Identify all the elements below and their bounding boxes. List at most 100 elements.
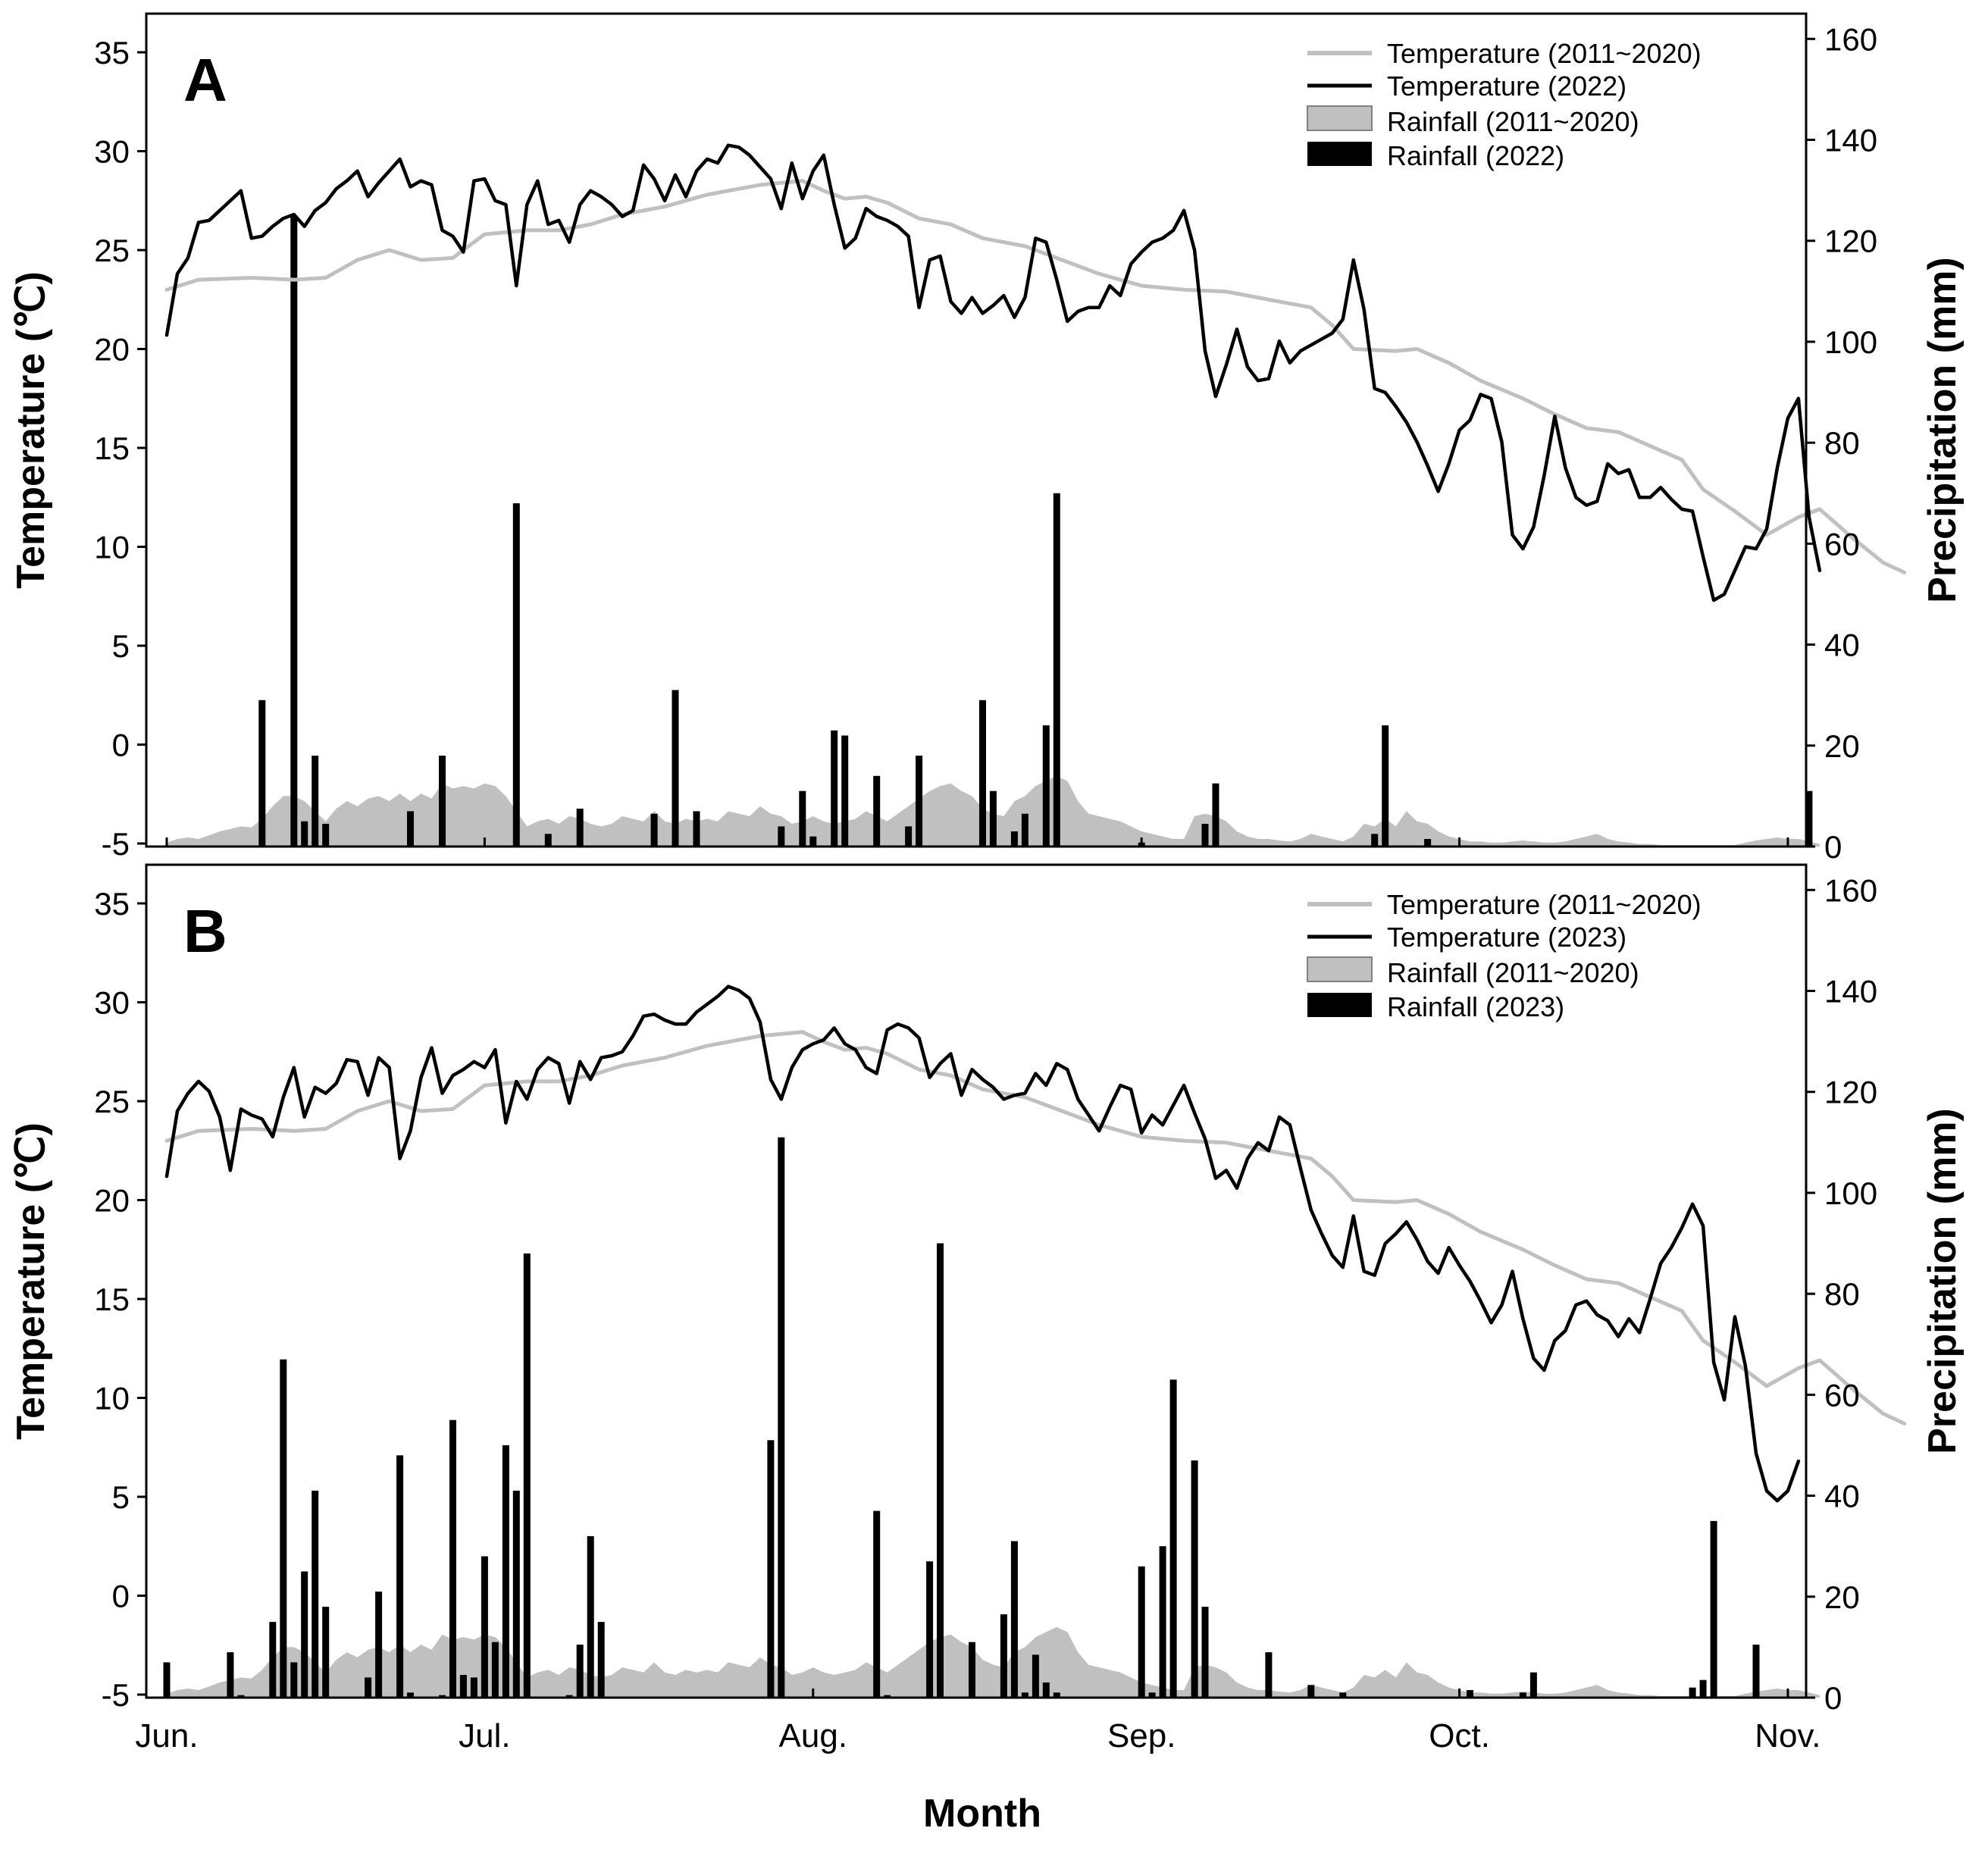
rainfall-bar-6 [439,756,446,847]
legend: Temperature (2011~2020)Temperature (2022… [1307,38,1702,171]
rainfall-bar-3 [312,756,319,847]
rainfall-bar-25 [597,1622,605,1698]
plot-area [146,14,1806,847]
legend-label-3: Rainfall (2023) [1387,991,1564,1022]
legend-label-0: Temperature (2011~2020) [1387,889,1702,920]
rainfall-bar-24 [1021,813,1028,847]
rainfall-bar-54 [1752,1645,1760,1698]
rainfall-bar-26 [1053,493,1060,847]
rainfall-bar-3 [269,1622,277,1698]
rainfall-bar-24 [587,1535,594,1698]
y-tick-label: -5 [102,1677,130,1713]
y-tick-label: 0 [112,728,130,763]
y-tick-label: 20 [94,1183,130,1219]
month-label-aug: Aug. [779,1717,848,1754]
rainfall-bar-27 [778,1137,785,1698]
rainfall-year-bars [163,1137,1760,1698]
rainfall-bar-6 [301,1571,308,1698]
rainfall-bar-52 [1699,1679,1707,1698]
rainfall-bar-1 [227,1652,234,1698]
y2-axis-title: Precipitation (mm) [1921,1108,1965,1454]
rainfall-bar-36 [1032,1654,1039,1698]
rainfall-bar-13 [778,826,785,847]
plot-frame [145,863,1808,1699]
rainfall-bar-41 [1159,1546,1166,1698]
rainfall-bar-29 [884,1695,891,1698]
rainfall-bar-38 [1053,1692,1060,1698]
rainfall-bar-9 [365,1677,372,1698]
rainfall-bar-8 [322,1607,330,1698]
y-tick-label: 15 [94,430,130,466]
month-label-jun: Jun. [135,1717,198,1754]
rainfall-bar-22 [565,1695,573,1698]
y2-tick-label: 160 [1824,872,1877,908]
rainfall-bar-0 [258,700,266,847]
rainfall-bar-0 [163,1662,171,1698]
rainfall-bar-32 [969,1642,975,1698]
rainfall-bar-13 [439,1695,446,1698]
y-tick-label: 35 [94,886,130,922]
y2-tick-label: 40 [1824,1479,1860,1514]
rainfall-bar-21 [979,700,986,847]
y2-tick-label: 20 [1824,728,1860,764]
rainfall-bar-31 [1382,725,1389,847]
rainfall-bar-29 [1212,783,1219,847]
rainfall-bar-32 [1424,839,1432,847]
legend-label-2: Rainfall (2011~2020) [1387,106,1639,137]
temperature-year-line [164,984,1801,1503]
rainfall-bar-16 [831,730,838,847]
rainfall-bar-35 [1021,1692,1028,1698]
y2-tick-label: 120 [1824,224,1877,259]
x-axis-title: Month [923,1792,1041,1836]
legend-swatch-rainfall-normal [1307,105,1373,131]
month-label-jul: Jul. [459,1717,510,1754]
month-label-nov: Nov. [1755,1717,1821,1754]
rainfall-bar-14 [449,1419,456,1698]
y-tick-label: -5 [102,826,130,862]
rainfall-bar-53 [1710,1520,1717,1698]
rainfall-bar-48 [1467,1690,1473,1698]
rainfall-bar-18 [873,775,881,847]
rainfall-bar-26 [767,1440,775,1698]
rainfall-bar-34 [1010,1541,1018,1698]
y-tick-label: 5 [112,628,130,664]
rainfall-bar-5 [407,811,414,847]
rainfall-bar-37 [1042,1682,1050,1698]
rainfall-bar-21 [523,1253,531,1698]
rainfall-bar-10 [650,813,658,847]
rainfall-bar-42 [1169,1379,1177,1698]
rainfall-bar-45 [1265,1652,1273,1698]
rainfall-bar-4 [322,824,330,847]
legend-swatch-rainfall-year [1307,142,1372,166]
rainfall-bar-2 [237,1695,245,1698]
rainfall-bar-7 [312,1490,319,1698]
temperature-normal-line [164,1030,1907,1426]
rainfall-bar-11 [672,690,679,847]
rainfall-bar-11 [396,1455,404,1698]
rainfall-bar-30 [1371,834,1379,847]
rainfall-bar-46 [1307,1685,1315,1698]
y-axis-title: Temperature (℃) [9,271,53,589]
rainfall-bar-2 [301,821,308,847]
plot-frame [145,12,1808,848]
temperature-year-line [164,143,1822,603]
rainfall-bar-49 [1519,1692,1526,1698]
rainfall-bar-50 [1529,1672,1537,1698]
y2-tick-label: 100 [1824,324,1877,360]
rainfall-bar-25 [1042,725,1050,847]
y2-tick-label: 120 [1824,1075,1877,1110]
rainfall-bar-22 [989,790,997,847]
legend-label-3: Rainfall (2022) [1387,140,1564,171]
legend: Temperature (2011~2020)Temperature (2023… [1307,889,1702,1022]
y-tick-label: 25 [94,1084,130,1119]
legend-swatch-rainfall-normal [1307,956,1373,982]
y2-axis-title: Precipitation (mm) [1921,257,1965,603]
rainfall-bar-40 [1148,1692,1156,1698]
rainfall-bar-17 [841,735,849,847]
rainfall-bar-19 [502,1445,509,1698]
y-tick-label: 20 [94,332,130,368]
rainfall-bar-39 [1138,1566,1145,1698]
rainfall-bar-23 [1010,831,1018,847]
